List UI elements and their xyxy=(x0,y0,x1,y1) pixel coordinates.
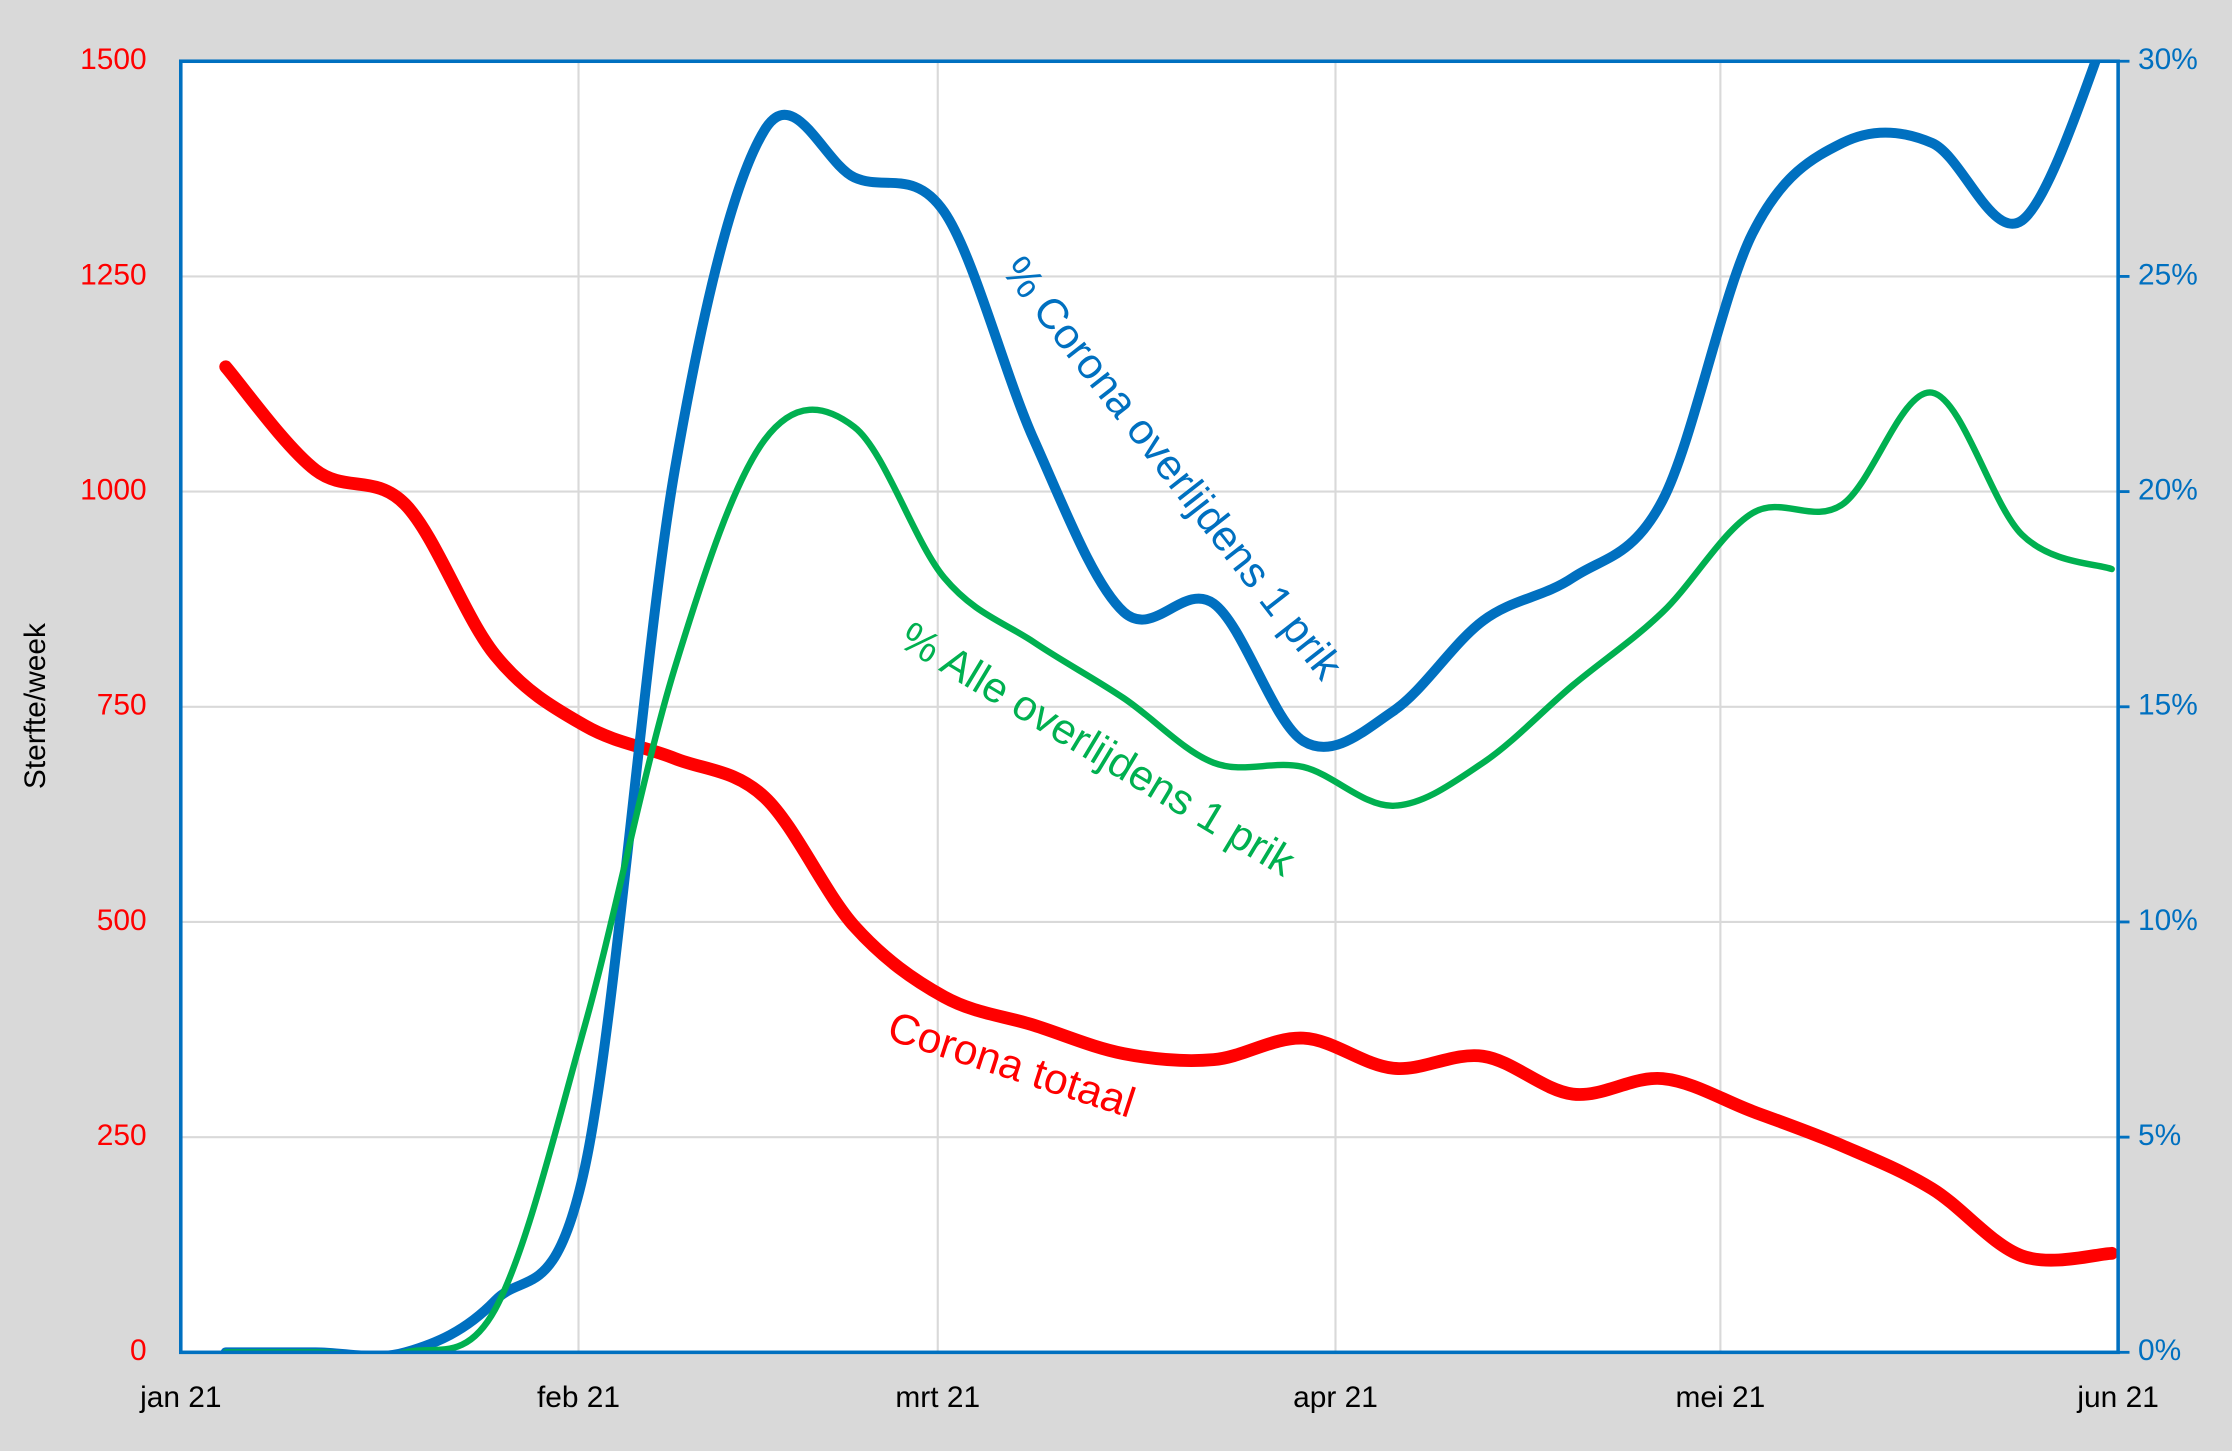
x-tick-label: feb 21 xyxy=(537,1381,620,1414)
y2-tick-label: 25% xyxy=(2138,258,2198,291)
plot xyxy=(180,61,2119,1353)
plot-frame xyxy=(179,59,2120,1355)
y2-tick-label: 10% xyxy=(2138,904,2198,937)
series-line xyxy=(222,389,2115,1353)
y-tick-label: 1000 xyxy=(80,473,146,506)
y-axis-label: Sterfte/week xyxy=(19,623,52,789)
x-tick-label: jan 21 xyxy=(139,1381,221,1414)
y-tick-label: 0 xyxy=(130,1334,147,1367)
y2-tick-label: 30% xyxy=(2138,43,2198,76)
y-tick-label: 1250 xyxy=(80,258,146,291)
x-tick-label: jun 21 xyxy=(2076,1381,2158,1414)
y-tick-label: 1500 xyxy=(80,43,146,76)
series-line xyxy=(220,61,2101,1353)
y2-tick-label: 5% xyxy=(2138,1119,2181,1152)
x-tick-label: mei 21 xyxy=(1676,1381,1766,1414)
y2-tick-label: 0% xyxy=(2138,1334,2181,1367)
y2-tick-label: 15% xyxy=(2138,689,2198,722)
y2-tick-label: 20% xyxy=(2138,473,2198,506)
y-tick-label: 750 xyxy=(97,689,147,722)
series-line xyxy=(219,360,2119,1267)
y-tick-label: 500 xyxy=(97,904,147,937)
x-tick-label: mrt 21 xyxy=(895,1381,980,1414)
x-tick-label: apr 21 xyxy=(1293,1381,1378,1414)
y-tick-label: 250 xyxy=(97,1119,147,1152)
